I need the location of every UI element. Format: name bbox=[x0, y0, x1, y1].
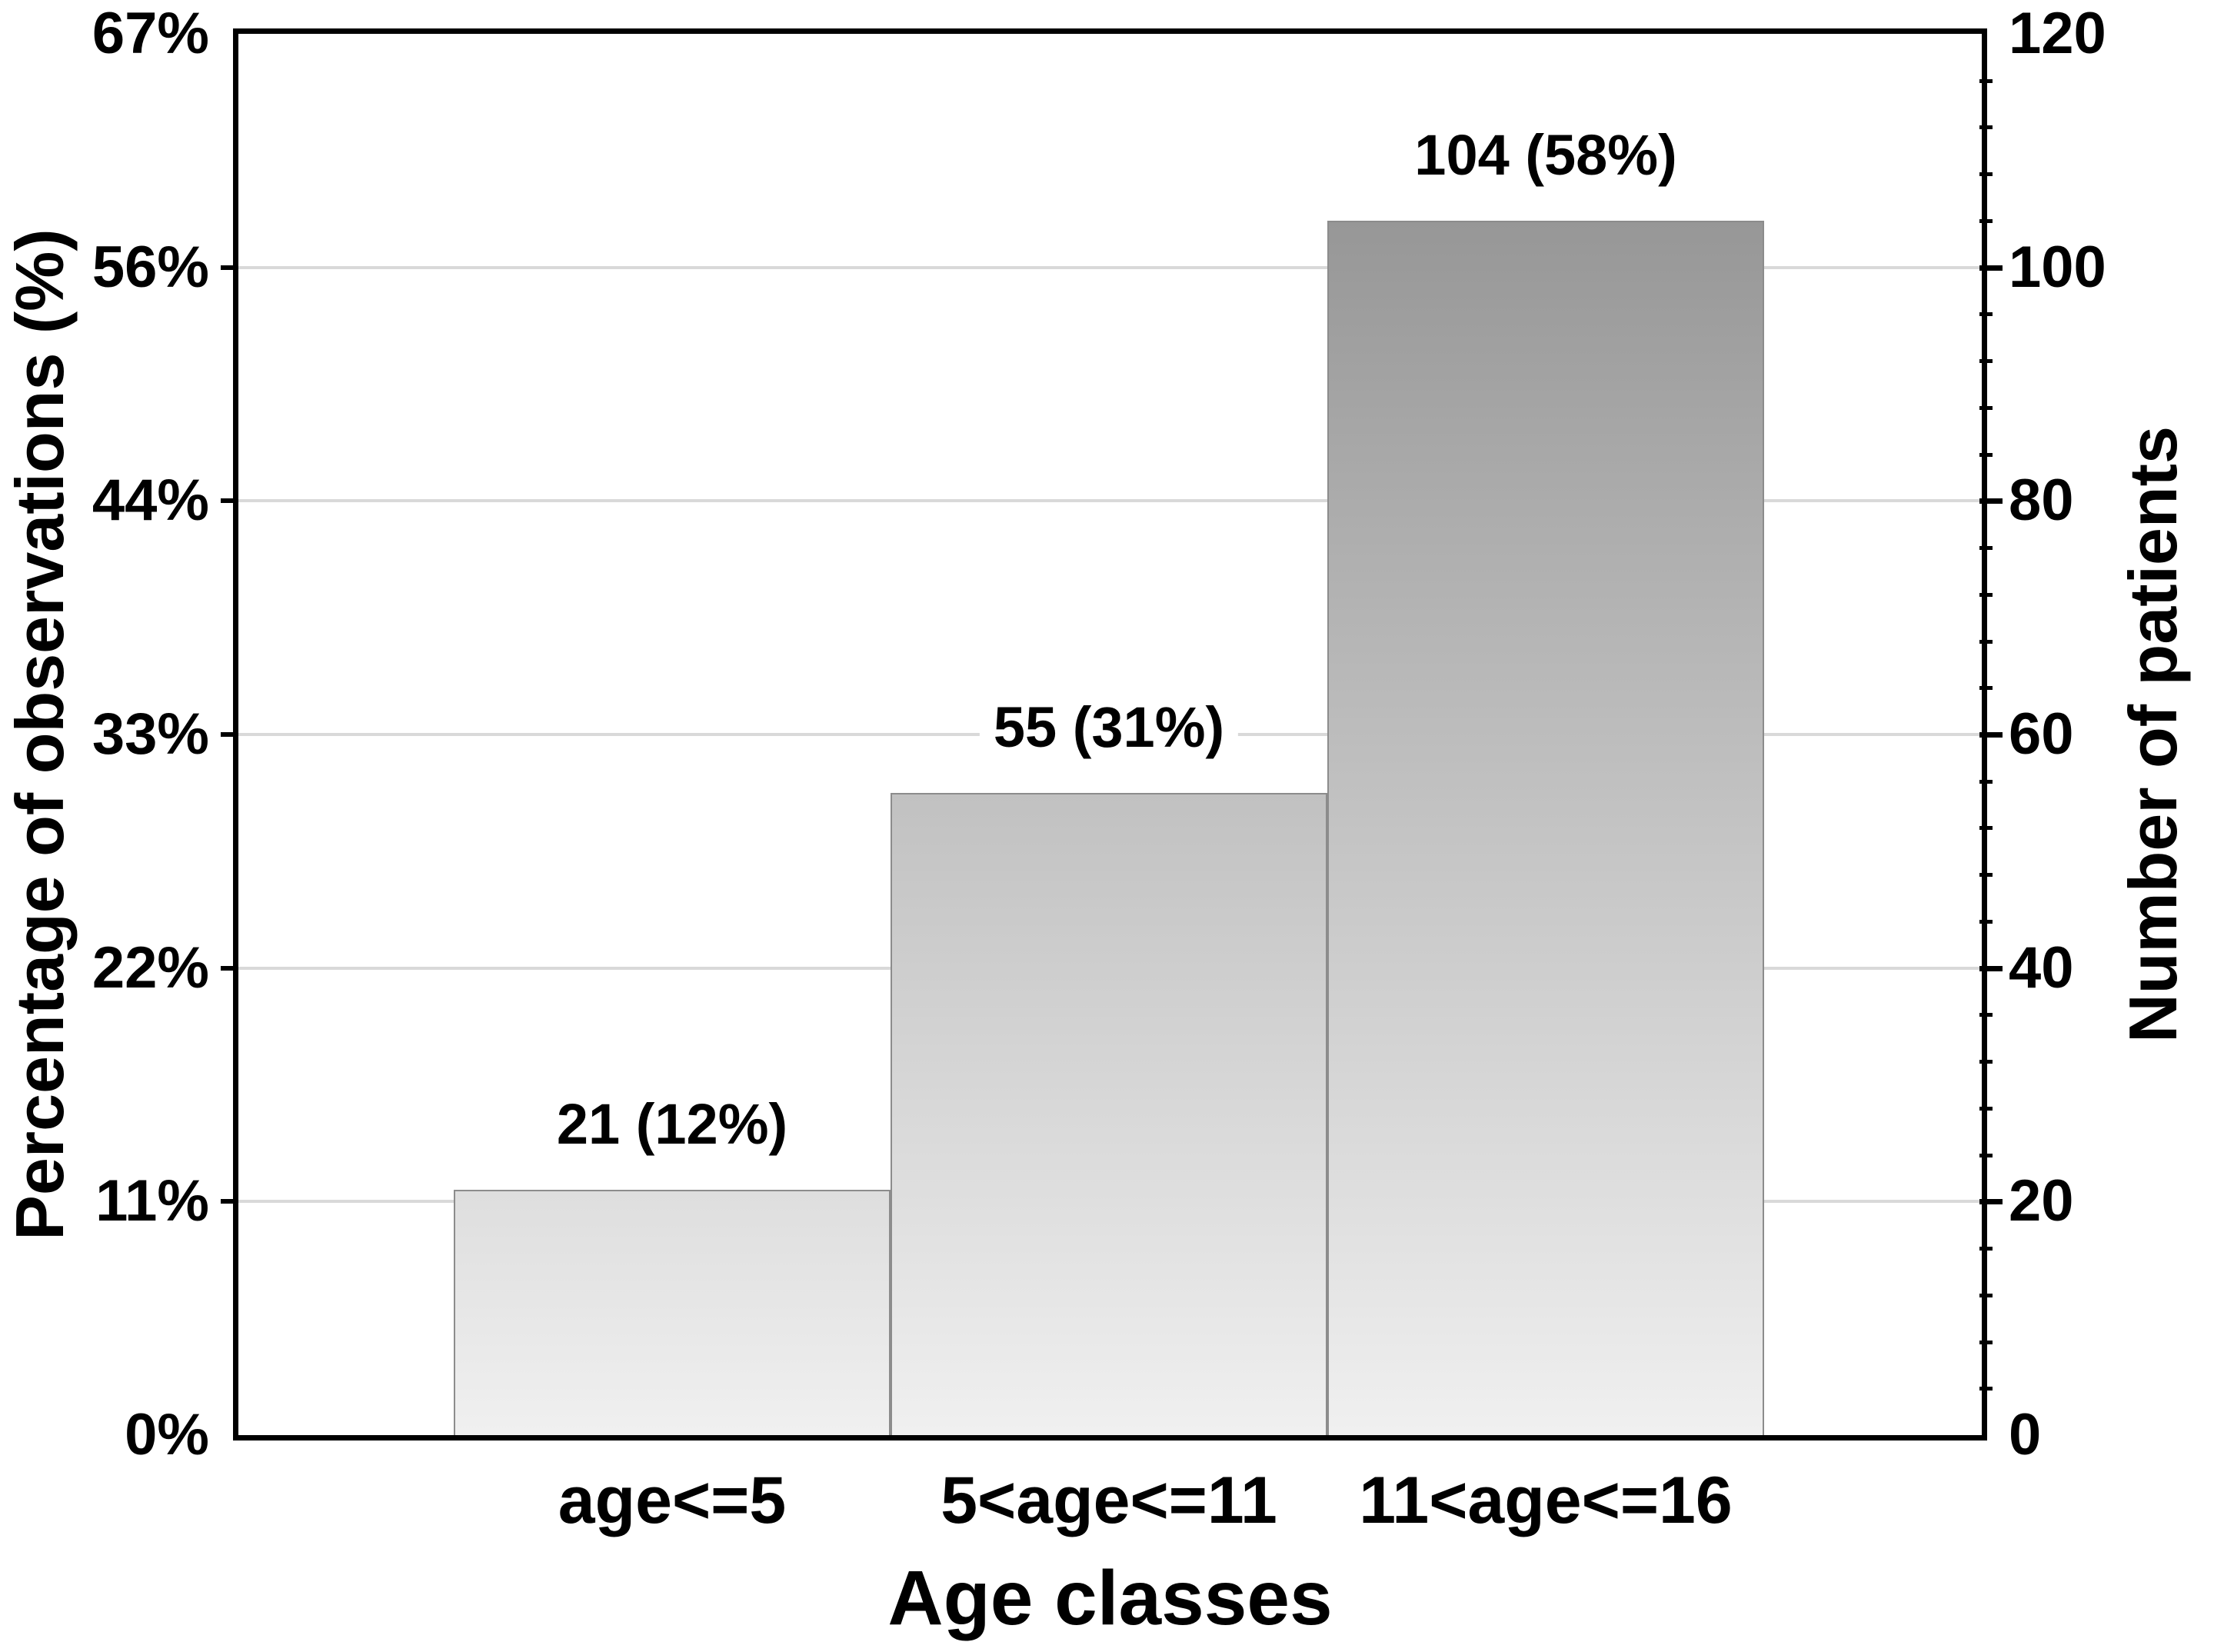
left-tick-label-44%: 44% bbox=[92, 468, 209, 534]
right-tick-label-60: 60 bbox=[2009, 701, 2074, 767]
right-axis-minor-tick-16 bbox=[1979, 1247, 1993, 1251]
right-axis-tick-40 bbox=[1979, 965, 2003, 971]
right-axis-minor-tick-104 bbox=[1979, 218, 1993, 223]
right-tick-label-40: 40 bbox=[2009, 934, 2074, 1001]
left-tick-label-0%: 0% bbox=[125, 1402, 209, 1467]
right-axis-minor-tick-8 bbox=[1979, 1340, 1993, 1344]
right-tick-label-120: 120 bbox=[2009, 1, 2106, 66]
right-axis-minor-tick-72 bbox=[1979, 592, 1993, 597]
right-axis-minor-tick-36 bbox=[1979, 1013, 1993, 1018]
right-axis-minor-tick-76 bbox=[1979, 546, 1993, 551]
right-tick-label-100: 100 bbox=[2009, 234, 2106, 300]
gridline-80 bbox=[238, 499, 1982, 503]
right-axis-minor-tick-92 bbox=[1979, 359, 1993, 364]
x-tick-label-2: 5<age<=11 bbox=[941, 1464, 1277, 1537]
right-axis-minor-tick-108 bbox=[1979, 172, 1993, 177]
right-axis-minor-tick-52 bbox=[1979, 826, 1993, 831]
right-tick-label-20: 20 bbox=[2009, 1168, 2074, 1234]
right-axis-minor-tick-48 bbox=[1979, 873, 1993, 878]
left-tick-label-33%: 33% bbox=[92, 701, 209, 767]
right-tick-label-80: 80 bbox=[2009, 468, 2074, 534]
right-axis-minor-tick-116 bbox=[1979, 78, 1993, 83]
left-axis-tick-40 bbox=[221, 965, 238, 971]
right-axis-minor-tick-24 bbox=[1979, 1153, 1993, 1157]
right-axis-minor-tick-84 bbox=[1979, 452, 1993, 457]
right-axis-tick-20 bbox=[1979, 1199, 2003, 1205]
x-tick-label-3: 11<age<=16 bbox=[1359, 1464, 1733, 1537]
bar-value-label-1: 21 (12%) bbox=[542, 1091, 802, 1158]
left-axis-tick-100 bbox=[221, 265, 238, 270]
bar-value-label-2: 55 (31%) bbox=[979, 694, 1239, 761]
right-tick-label-0: 0 bbox=[2009, 1402, 2042, 1467]
right-axis-minor-tick-96 bbox=[1979, 312, 1993, 317]
right-axis-minor-tick-28 bbox=[1979, 1106, 1993, 1111]
left-axis-tick-60 bbox=[221, 732, 238, 737]
right-axis-minor-tick-112 bbox=[1979, 125, 1993, 130]
bar-5<age<=11 bbox=[891, 792, 1327, 1435]
x-tick-label-1: age<=5 bbox=[558, 1464, 787, 1537]
right-axis-tick-60 bbox=[1979, 732, 2003, 738]
left-tick-label-67%: 67% bbox=[92, 1, 209, 66]
right-axis-minor-tick-56 bbox=[1979, 779, 1993, 784]
left-axis-title: Percentage of observations (%) bbox=[2, 228, 78, 1241]
right-axis-minor-tick-12 bbox=[1979, 1293, 1993, 1297]
right-axis-minor-tick-32 bbox=[1979, 1060, 1993, 1064]
left-tick-label-56%: 56% bbox=[92, 234, 209, 300]
right-axis-minor-tick-68 bbox=[1979, 639, 1993, 644]
right-axis-minor-tick-64 bbox=[1979, 686, 1993, 691]
right-axis-minor-tick-44 bbox=[1979, 919, 1993, 924]
right-axis-title: Number of patients bbox=[2115, 426, 2191, 1043]
left-axis-tick-80 bbox=[221, 498, 238, 504]
right-axis-minor-tick-88 bbox=[1979, 405, 1993, 410]
left-tick-label-22%: 22% bbox=[92, 934, 209, 1001]
left-axis-tick-20 bbox=[221, 1199, 238, 1204]
right-axis-minor-tick-4 bbox=[1979, 1387, 1993, 1391]
left-tick-label-11%: 11% bbox=[95, 1168, 209, 1234]
x-axis-title: Age classes bbox=[887, 1555, 1333, 1641]
bar-age<=5 bbox=[454, 1190, 891, 1435]
bar-value-label-3: 104 (58%) bbox=[1400, 122, 1691, 188]
gridline-100 bbox=[238, 265, 1982, 269]
bar-11<age<=16 bbox=[1327, 220, 1764, 1435]
right-axis-tick-80 bbox=[1979, 498, 2003, 505]
right-axis-tick-100 bbox=[1979, 265, 2003, 271]
